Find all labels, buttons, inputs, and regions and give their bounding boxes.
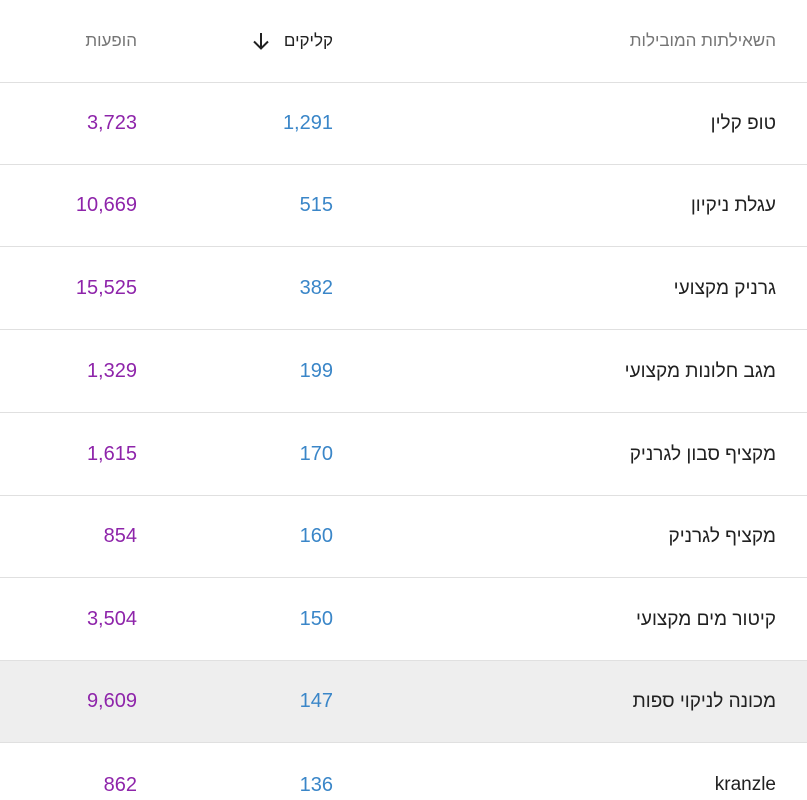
impressions-value: 3,723: [86, 112, 137, 134]
table-row[interactable]: 15,525 382 גרניק מקצועי: [0, 248, 807, 330]
query-text: kranzle: [714, 774, 776, 795]
table-row[interactable]: 854 160 מקציף לגרניק: [0, 496, 807, 578]
query-text: מכונה לניקוי ספות: [632, 690, 776, 712]
clicks-value: 136: [299, 773, 333, 796]
column-header-impressions-label: הופעות: [85, 31, 137, 50]
clicks-value: 150: [299, 608, 333, 630]
clicks-value: 1,291: [282, 112, 333, 134]
clicks-value: 382: [299, 277, 333, 299]
table-row[interactable]: 1,329 199 מגב חלונות מקצועי: [0, 331, 807, 413]
query-text: עגלת ניקיון: [690, 194, 776, 216]
column-header-queries-label: השאילתות המובילות: [629, 31, 776, 50]
column-header-queries: השאילתות המובילות: [340, 0, 776, 82]
clicks-value: 170: [299, 443, 333, 465]
column-header-impressions[interactable]: הופעות: [0, 0, 137, 82]
clicks-value: 147: [299, 690, 333, 712]
table-row[interactable]: 1,615 170 מקציף סבון לגרניק: [0, 414, 807, 496]
table-header-row: הופעות קליקים השאילתות המובילות: [0, 0, 807, 83]
impressions-value: 854: [103, 525, 137, 547]
query-text: גרניק מקצועי: [673, 277, 776, 299]
query-text: קיטור מים מקצועי: [635, 608, 776, 630]
impressions-value: 862: [103, 773, 137, 796]
impressions-value: 3,504: [86, 608, 137, 630]
query-text: מגב חלונות מקצועי: [624, 360, 776, 382]
column-header-clicks[interactable]: קליקים: [140, 0, 333, 82]
impressions-value: 1,329: [86, 360, 137, 382]
table-row[interactable]: 862 136 kranzle: [0, 744, 807, 800]
table-row[interactable]: 3,723 1,291 טופ קלין: [0, 83, 807, 165]
impressions-value: 1,615: [86, 443, 137, 465]
table-row[interactable]: 10,669 515 עגלת ניקיון: [0, 165, 807, 247]
arrow-down-icon[interactable]: [252, 31, 270, 51]
impressions-value: 15,525: [75, 277, 137, 299]
impressions-value: 10,669: [75, 194, 137, 216]
column-header-clicks-label: קליקים: [283, 31, 333, 50]
query-text: מקציף לגרניק: [668, 525, 776, 547]
clicks-value: 160: [299, 525, 333, 547]
query-text: טופ קלין: [710, 112, 776, 134]
impressions-value: 9,609: [86, 690, 137, 712]
clicks-value: 199: [299, 360, 333, 382]
table-row[interactable]: 3,504 150 קיטור מים מקצועי: [0, 579, 807, 661]
clicks-value: 515: [299, 194, 333, 216]
query-text: מקציף סבון לגרניק: [629, 443, 776, 465]
table-row-highlighted[interactable]: 9,609 147 מכונה לניקוי ספות: [0, 661, 807, 743]
